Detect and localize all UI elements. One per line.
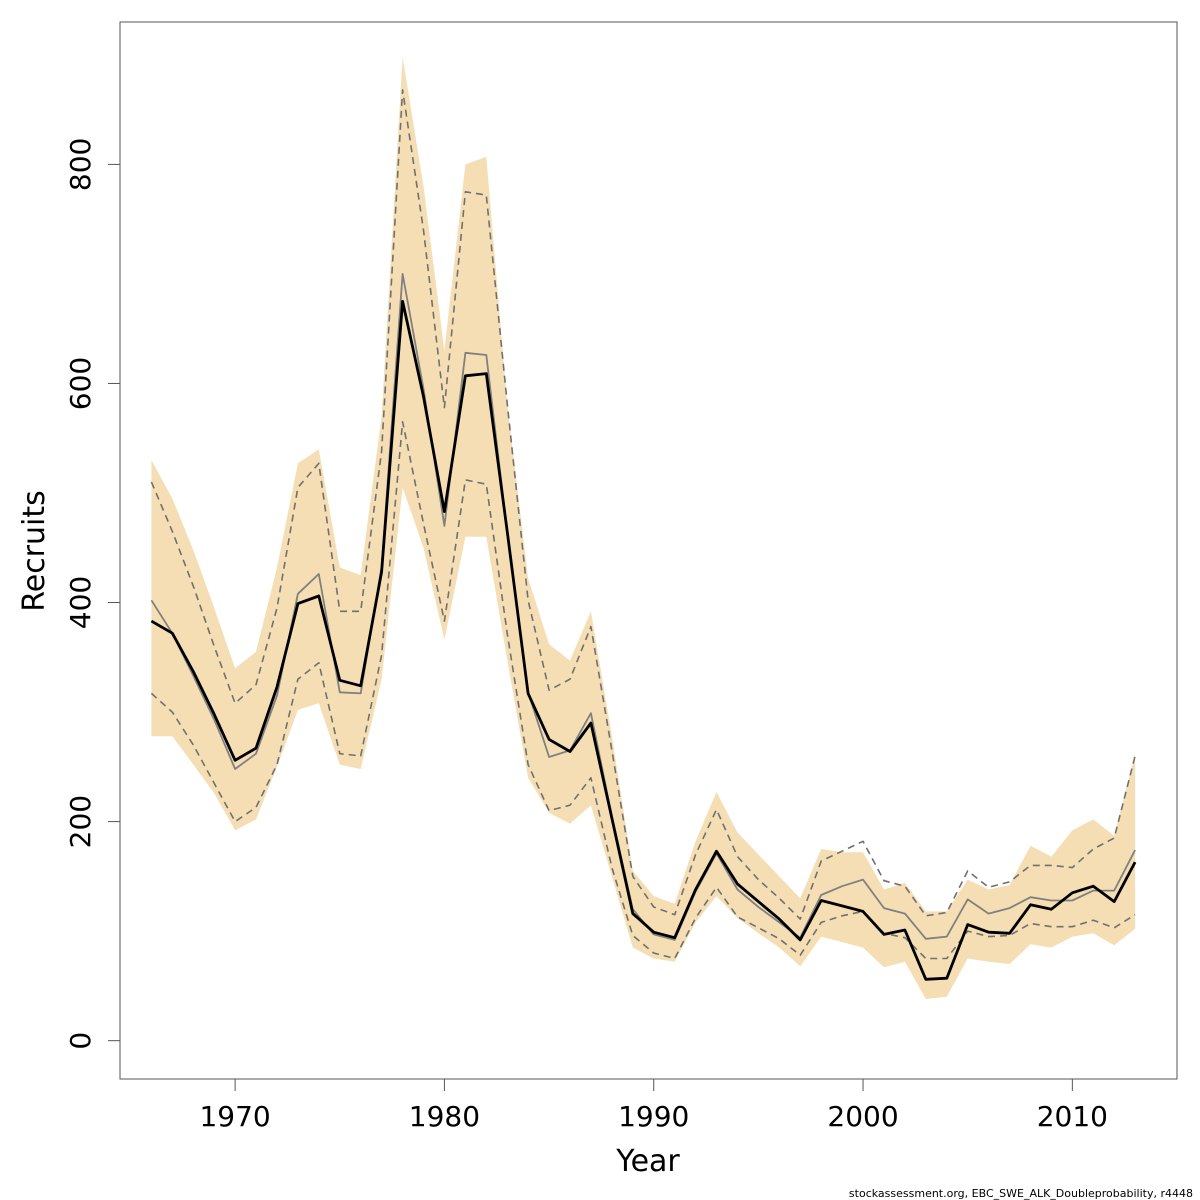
confidence-band-layer: [151, 57, 1136, 1000]
x-tick-label: 1990: [618, 1100, 689, 1133]
x-axis: 1970 1980 1990 2000 2010: [199, 1078, 1108, 1133]
previous-ci-upper-line: [150, 89, 1136, 920]
confidence-band: [151, 57, 1136, 1000]
previous-ci-lower-line: [150, 420, 1136, 960]
estimate-line: [150, 299, 1137, 981]
x-axis-label: Year: [615, 1144, 680, 1179]
y-tick-label: 600: [64, 357, 97, 410]
x-tick-label: 1970: [199, 1100, 270, 1133]
y-tick-label: 800: [64, 138, 97, 191]
x-tick-label: 2010: [1037, 1100, 1108, 1133]
series-line-layer: [150, 89, 1137, 981]
y-tick-label: 0: [64, 1032, 97, 1050]
y-tick-label: 400: [64, 576, 97, 629]
y-axis: 0 200 400 600 800: [64, 138, 121, 1050]
x-tick-label: 2000: [827, 1100, 898, 1133]
x-tick-label: 1980: [409, 1100, 480, 1133]
y-tick-label: 200: [64, 795, 97, 848]
y-axis-label: Recruits: [17, 490, 52, 612]
footnote: stockassessment.org, EBC_SWE_ALK_Doublep…: [849, 1187, 1193, 1200]
